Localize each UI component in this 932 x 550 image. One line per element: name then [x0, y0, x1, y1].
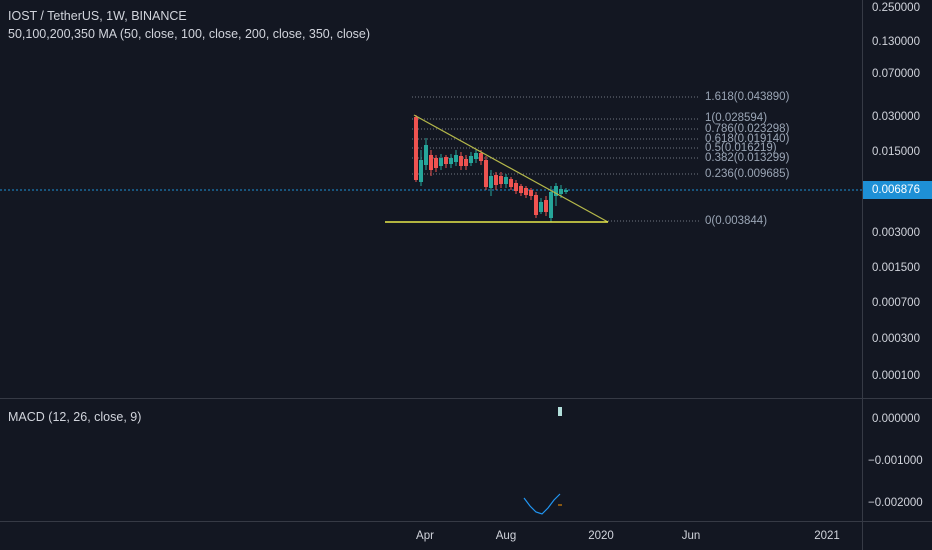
fib-label-0: 0(0.003844)	[705, 215, 768, 227]
candle	[554, 186, 558, 196]
macd-tick: −0.002000	[868, 497, 923, 509]
price-tick: 0.001500	[872, 262, 920, 274]
price-tick: 0.250000	[872, 2, 920, 14]
candle	[444, 157, 448, 164]
candle	[424, 145, 428, 165]
candle	[459, 156, 463, 166]
candle	[509, 179, 513, 187]
candle	[474, 153, 478, 159]
ma-study-label[interactable]: 50,100,200,350 MA (50, close, 100, close…	[8, 27, 371, 41]
candle	[439, 158, 443, 166]
fib-label-0236: 0.236(0.009685)	[705, 168, 790, 180]
candle	[449, 158, 453, 164]
macd-tick: −0.001000	[868, 455, 923, 467]
candle	[419, 160, 423, 182]
candle	[469, 156, 473, 163]
price-tick: 0.003000	[872, 227, 920, 239]
fib-label-0786: 0.786(0.023298)	[705, 123, 790, 135]
time-tick: Jun	[681, 530, 701, 542]
candle	[489, 176, 493, 188]
time-axis-border	[0, 521, 932, 522]
candle	[504, 177, 508, 184]
macd-tick: 0.000000	[872, 413, 920, 425]
price-axis-border	[862, 0, 863, 550]
symbol-title[interactable]: IOST / TetherUS, 1W, BINANCE	[8, 9, 187, 23]
price-tick: 0.000300	[872, 333, 920, 345]
time-tick: Aug	[495, 530, 517, 542]
time-tick: Apr	[416, 530, 434, 542]
candle	[544, 200, 548, 212]
fib-label-0618: 0.618(0.019140)	[705, 133, 790, 145]
candle	[514, 183, 518, 191]
fib-label-05: 0.5(0.016219)	[705, 142, 777, 154]
price-tick: 0.070000	[872, 68, 920, 80]
candle	[559, 189, 563, 194]
candle	[539, 202, 543, 212]
candle	[519, 186, 523, 193]
fib-label-0382: 0.382(0.013299)	[705, 152, 790, 164]
candle	[499, 176, 503, 184]
price-tick: 0.000700	[872, 297, 920, 309]
candle	[454, 155, 458, 162]
candles	[414, 115, 568, 222]
candle	[494, 175, 498, 185]
candle	[479, 153, 483, 161]
price-tick: 0.030000	[872, 111, 920, 123]
time-tick: 2020	[588, 530, 614, 542]
candle	[414, 117, 418, 180]
fib-label-1: 1(0.028594)	[705, 112, 768, 124]
price-tick: 0.015000	[872, 146, 920, 158]
pane-separator[interactable]	[0, 398, 932, 399]
time-tick: 2021	[814, 530, 840, 542]
candle	[429, 155, 433, 170]
candle	[434, 158, 438, 168]
candle	[549, 192, 553, 218]
descending-trendline	[413, 114, 609, 223]
fib-label-1618: 1.618(0.043890)	[705, 91, 790, 103]
macd-study-label[interactable]: MACD (12, 26, close, 9)	[8, 410, 142, 424]
price-tick: 0.000100	[872, 370, 920, 382]
candle	[529, 190, 533, 196]
candle	[464, 159, 468, 166]
candle	[564, 190, 568, 192]
candle	[524, 188, 528, 195]
macd-histogram-bar	[558, 407, 562, 416]
candle	[484, 160, 488, 187]
price-tick: 0.130000	[872, 36, 920, 48]
current-price-badge: 0.006876	[863, 181, 932, 199]
candle	[534, 195, 538, 215]
macd-line	[523, 493, 561, 515]
